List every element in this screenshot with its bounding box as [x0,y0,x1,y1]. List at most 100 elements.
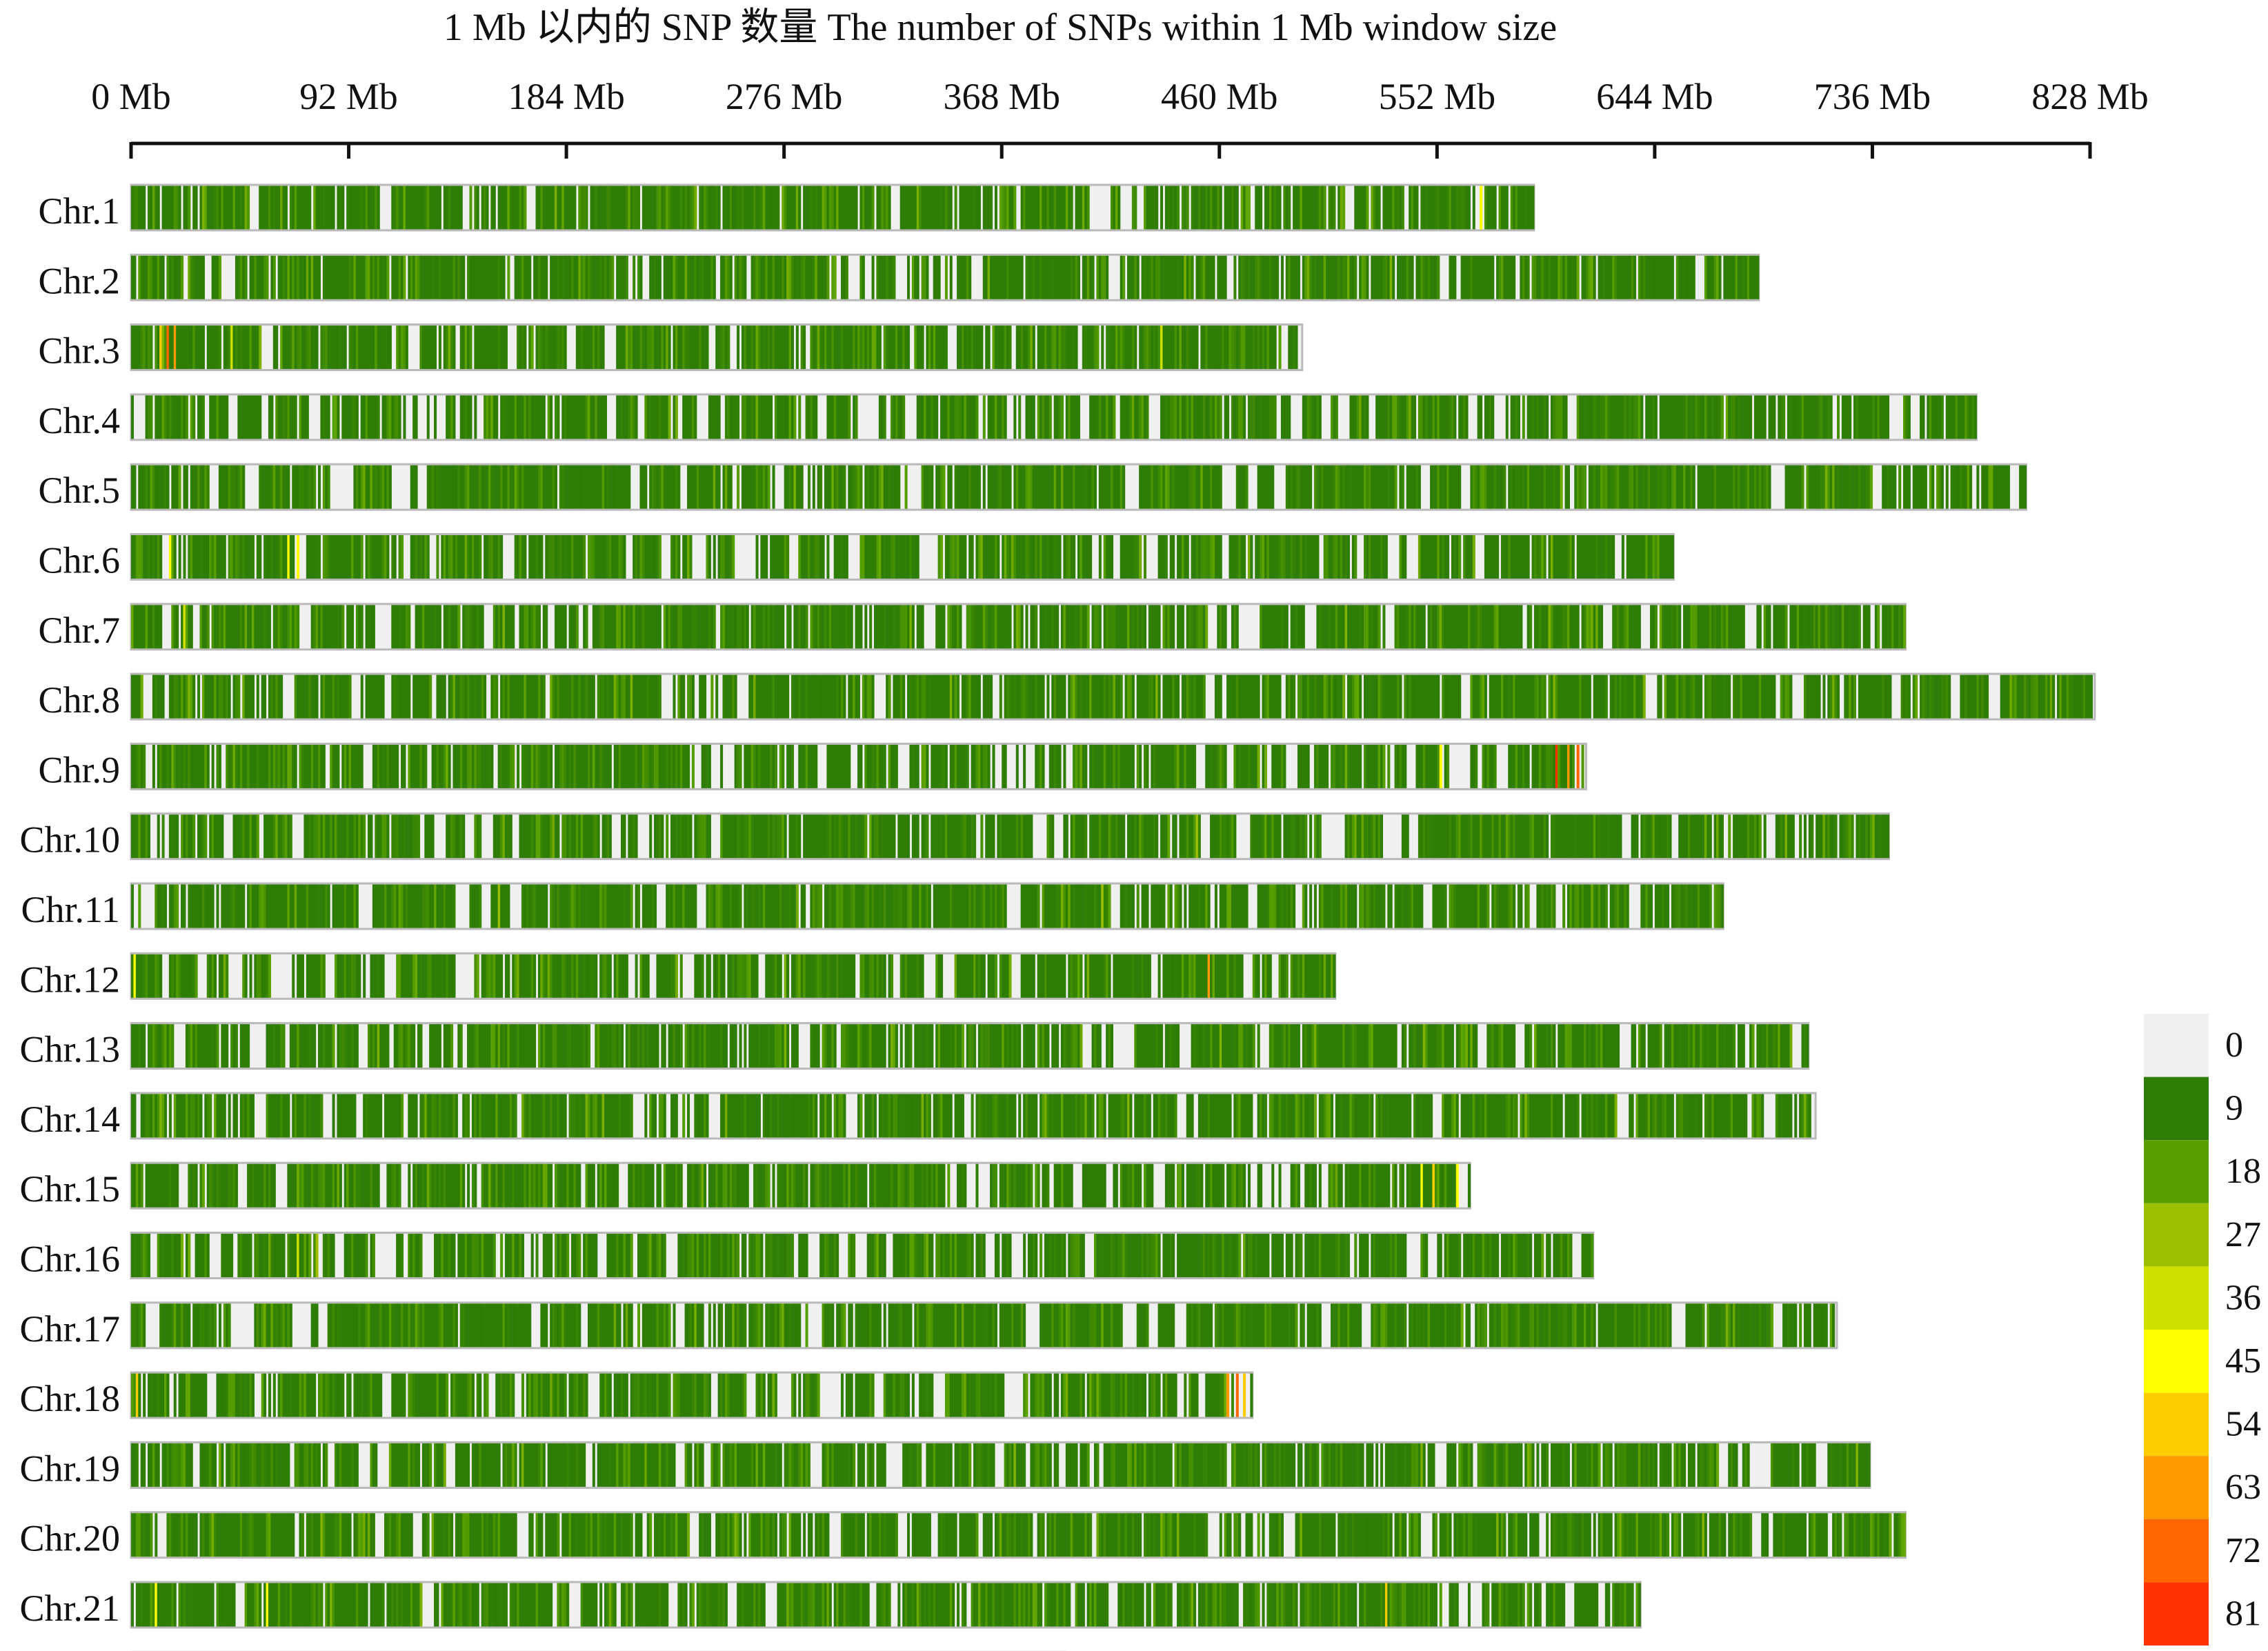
snp-bin [426,326,430,370]
snp-bin [1493,465,1497,509]
snp-bin [1394,674,1397,719]
snp-bin [360,255,364,299]
snp-bin [1139,326,1142,370]
snp-bin [1342,255,1346,299]
snp-bin [1013,395,1017,439]
snp-bin [377,744,380,788]
snp-bin [386,465,390,509]
snp-bin [1333,674,1336,719]
snp-bin [1598,674,1601,719]
snp-bin [1879,395,1882,439]
snp-bin [597,395,600,439]
snp-bin [1160,326,1164,370]
snp-bin [1304,535,1308,579]
snp-bin [871,535,875,579]
snp-bin [1040,535,1043,579]
snp-bin [1560,535,1563,579]
snp-bin [436,465,439,509]
snp-bin [493,186,496,230]
snp-bin [755,605,759,649]
snp-bin [1856,465,1859,509]
snp-bin [1522,535,1525,579]
snp-bin [744,744,747,788]
snp-bin [859,255,863,299]
snp-bin [1131,535,1135,579]
snp-bin [1508,605,1511,649]
snp-bin [635,186,638,230]
chromosome-rows: Chr.1Chr.2Chr.3Chr.4Chr.5Chr.6Chr.7Chr.8… [19,183,2096,1651]
snp-bin [519,186,522,230]
snp-bin [368,186,371,230]
snp-bin [547,465,550,509]
snp-bin [831,674,835,719]
snp-bin [1340,465,1343,509]
snp-bin [1060,605,1064,649]
snp-bin [412,744,416,788]
snp-bin [1217,186,1220,230]
snp-bin [1349,605,1353,649]
snp-bin [550,465,553,509]
snp-bin [1756,674,1760,719]
snp-bin [897,605,901,649]
snp-bin [755,535,759,579]
snp-bin [237,465,241,509]
snp-bin [405,605,408,649]
snp-bin [195,465,198,509]
snp-bin [1101,255,1104,299]
snp-bin [176,605,179,649]
snp-bin [1082,674,1085,719]
snp-bin [443,605,446,649]
snp-bin [1837,605,1840,649]
snp-bin [679,186,683,230]
snp-bin [1789,674,1793,719]
snp-bin [803,605,806,649]
snp-bin [1470,674,1473,719]
snp-bin [1255,255,1258,299]
snp-bin [668,255,671,299]
snp-bin [997,465,1000,509]
snp-bin [840,465,844,509]
snp-bin [190,674,193,719]
snp-bin [1063,465,1066,509]
snp-bin [559,326,562,370]
snp-bin [1718,605,1722,649]
snp-bin [1127,674,1131,719]
snp-bin [1169,605,1173,649]
snp-bin [502,255,506,299]
snp-bin [486,255,489,299]
snp-bin [1569,605,1573,649]
snp-bin [1160,744,1164,788]
snp-bin [641,465,645,509]
snp-bin [982,744,986,788]
snp-bin [810,326,813,370]
snp-bin [1720,605,1724,649]
snp-bin [1117,674,1121,719]
snp-bin [1304,674,1308,719]
snp-bin [741,326,744,370]
snp-bin [798,465,802,509]
snp-bin [1841,605,1844,649]
snp-bin [408,605,411,649]
snp-bin [524,255,527,299]
snp-bin [317,186,321,230]
snp-bin [1472,465,1475,509]
snp-bin [968,255,972,299]
snp-bin [625,605,628,649]
snp-bin [277,744,281,788]
snp-bin [790,326,794,370]
snp-bin [547,744,550,788]
snp-bin [421,255,425,299]
chromosome-row: Chr.7 [38,603,1907,651]
snp-bin [1293,465,1296,509]
snp-bin [526,744,529,788]
snp-bin [1037,255,1040,299]
snp-bin [982,255,986,299]
snp-bin [2028,674,2031,719]
snp-bin [280,535,284,579]
snp-bin [429,186,432,230]
snp-bin [757,186,761,230]
snp-bin [176,465,179,509]
snp-bin [350,535,355,579]
snp-bin [1870,395,1873,439]
snp-bin [1091,465,1095,509]
